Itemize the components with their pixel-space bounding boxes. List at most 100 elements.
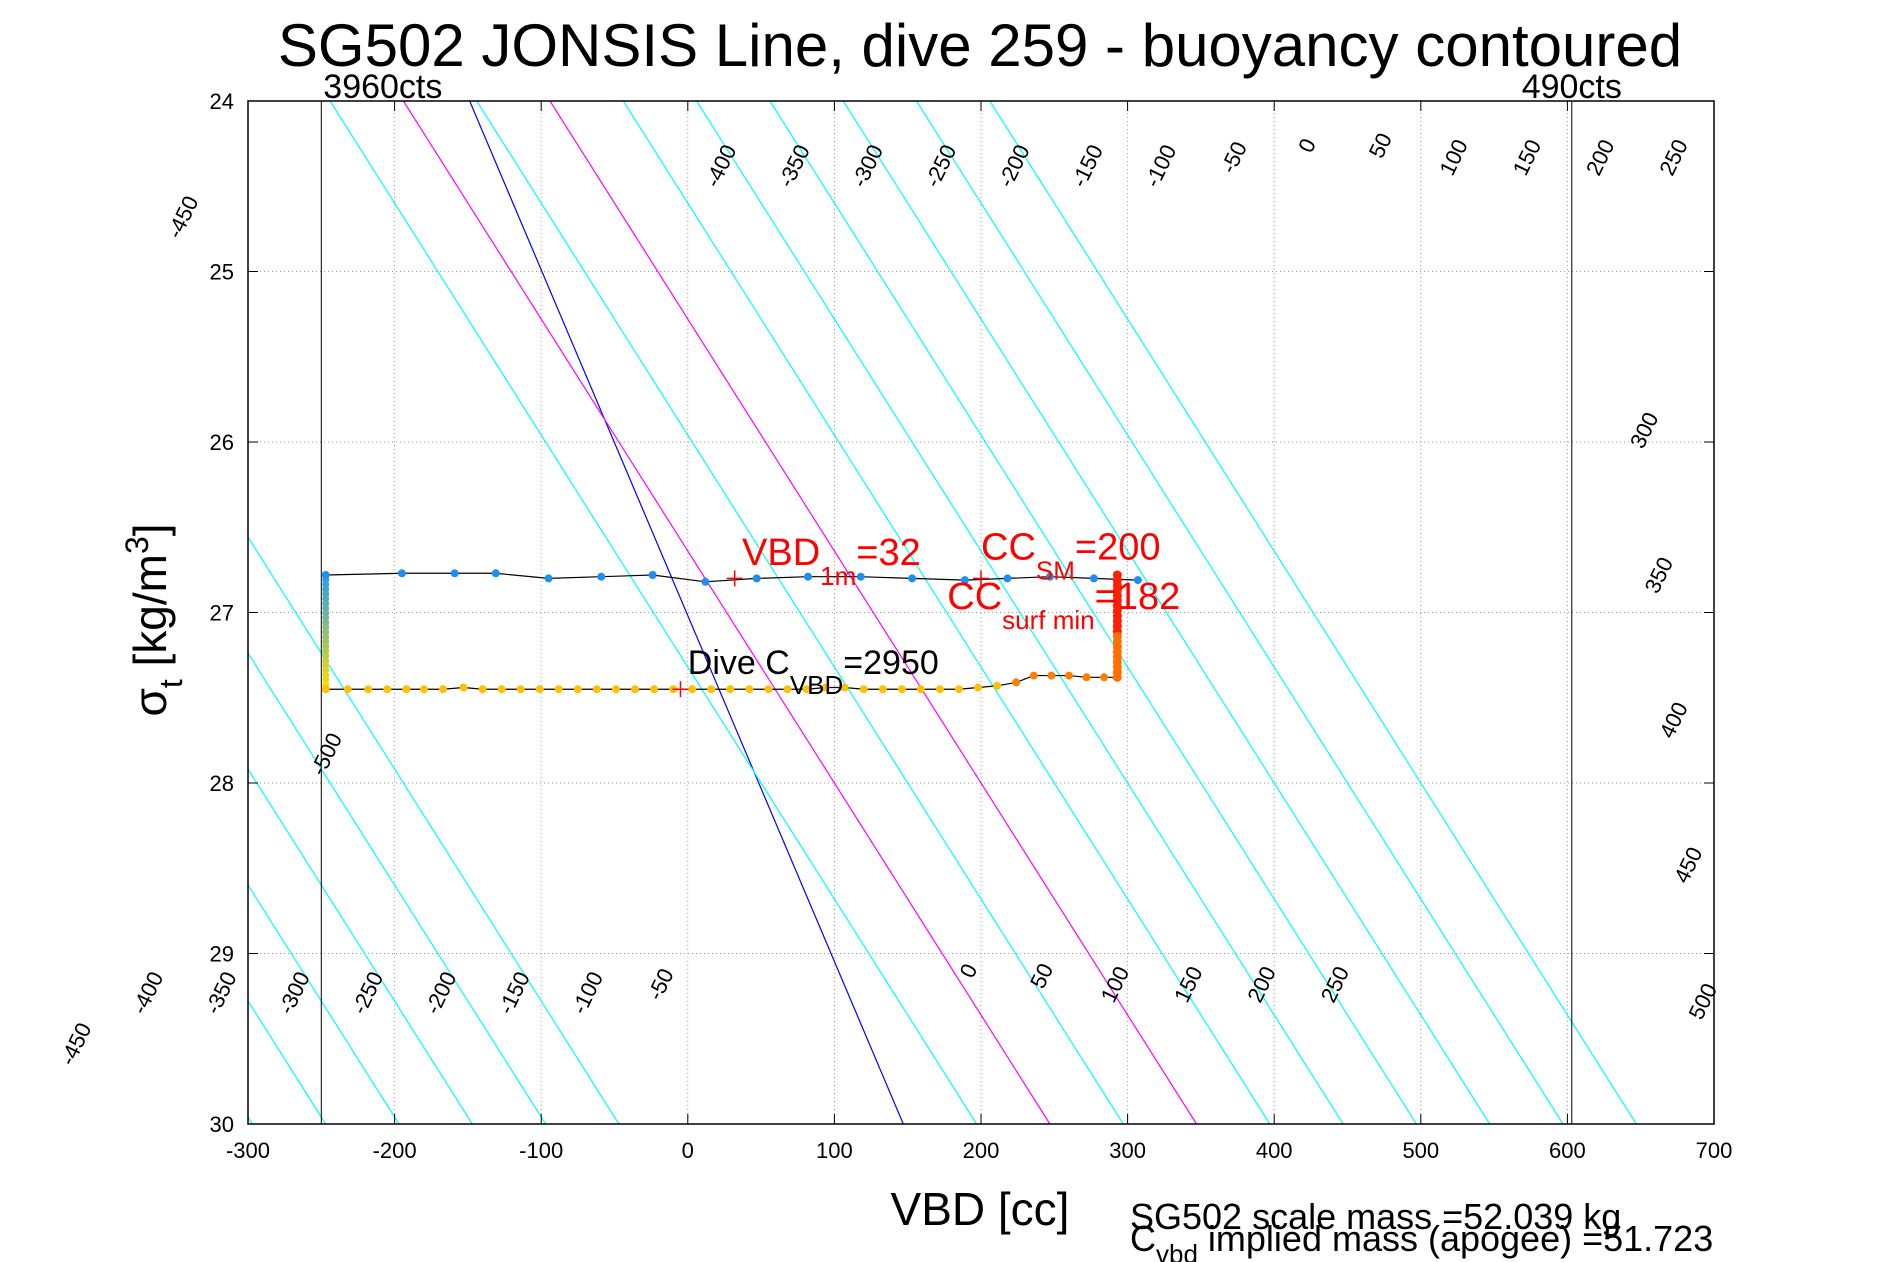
contour-label: 50 [1025,959,1058,992]
data-point [631,685,640,694]
data-point [1100,673,1109,682]
contour-label: -300 [846,141,888,192]
data-point [321,685,330,694]
contour-line [0,101,106,1124]
contour-label: 100 [1096,962,1135,1006]
data-point [573,685,582,694]
data-point [993,681,1002,690]
data-point [955,685,964,694]
y-tick-label: 27 [210,601,234,626]
data-point [648,570,657,579]
data-point [516,685,525,694]
data-point [707,685,716,694]
contour-label: 0 [1293,134,1321,156]
data-point [1029,671,1038,680]
footer-scale-mass: SG502 scale mass =52.039 kg [1130,1196,1621,1237]
contour-label: 300 [1625,408,1664,452]
contour-label: -350 [200,968,242,1019]
data-point [321,570,330,579]
data-point [821,683,830,692]
contour-label: -250 [920,141,962,192]
data-point [364,685,373,694]
contour-label: 450 [1669,843,1708,887]
cc-sm-annotation: CCSM=200 [981,527,1160,586]
dive-c-vbd-annotation: Dive CVBD=2950 [688,644,939,700]
x-tick-label: -100 [519,1138,563,1163]
data-point [491,569,500,578]
contour-line [248,651,547,1124]
data-point [1012,678,1021,687]
data-point [783,685,792,694]
markers [672,570,989,698]
x-axis-label: VBD [cc] [891,1183,1070,1235]
contour-label: -50 [642,965,678,1005]
y-tick-label: 28 [210,771,234,796]
data-point [419,685,428,694]
data-point [897,685,906,694]
contour-labels: -450-400 -350 -300 -250 -200 -150 -100 -50 0 50 10… [55,129,1722,1069]
x-tick-label: -200 [373,1138,417,1163]
contour-line [989,101,1637,1124]
data-point [1003,574,1012,583]
y-tick-label: 29 [210,942,234,967]
contour-label: -150 [1066,141,1108,192]
vbd-limit-label: 3960cts [323,68,442,106]
contour-label: 150 [1508,135,1547,179]
contour-line [248,535,620,1124]
contour-line [476,101,1124,1124]
data-point [804,572,813,581]
data-point [611,685,620,694]
contour-line [622,101,1271,1124]
contour-label: 50 [1364,129,1397,162]
data-point [450,569,459,578]
y-axis-label: σt [kg/m3] [119,523,189,716]
data-point [856,572,865,581]
data-point [597,572,606,581]
contour-line [248,767,473,1124]
vbd-1m-annotation: VBD1m=32 [742,532,921,591]
data-point [497,685,506,694]
contour-line [0,101,32,1124]
x-tick-label: 0 [682,1138,694,1163]
data-point [764,685,773,694]
x-tick-label: 600 [1549,1138,1586,1163]
contour-label: 0 [954,960,982,982]
data-point [701,577,710,586]
data-point [908,574,917,583]
contour-label: 350 [1640,553,1679,597]
contour-label: -100 [566,968,608,1019]
contour-line [469,101,904,1124]
data-point [960,576,969,585]
x-tick-label: -300 [226,1138,270,1163]
contour-label: -100 [1140,141,1182,192]
y-tick-label: 25 [210,260,234,285]
data-point [554,685,563,694]
data-point [974,683,983,692]
data-point [1064,671,1073,680]
contour-line [915,101,1564,1124]
contour-label: -250 [346,968,388,1019]
data-point [383,685,392,694]
y-tick-label: 26 [210,430,234,455]
contour-line [549,101,1198,1124]
contour-label: -450 [55,1019,97,1070]
data-point [1133,576,1142,585]
axis-ticks: -300 -200 -100 0 100 200 300 400 500 600 700242526… [210,89,1733,1163]
vbd-limit-lines: 3960cts 490cts [320,68,1622,1124]
data-point [1112,672,1122,682]
contour-line [842,101,1491,1124]
contour-label: 150 [1169,962,1208,1006]
data-point [935,685,944,694]
dive-path-line [325,572,1138,583]
contour-line [402,101,1051,1124]
contour-label: 250 [1654,135,1693,179]
data-point [459,683,468,692]
contour-label: 500 [1684,979,1723,1023]
contour-label: -300 [273,968,315,1019]
contour-line [248,883,400,1124]
contour-label: -400 [700,141,742,192]
data-point [688,685,697,694]
contour-label: 200 [1581,135,1620,179]
